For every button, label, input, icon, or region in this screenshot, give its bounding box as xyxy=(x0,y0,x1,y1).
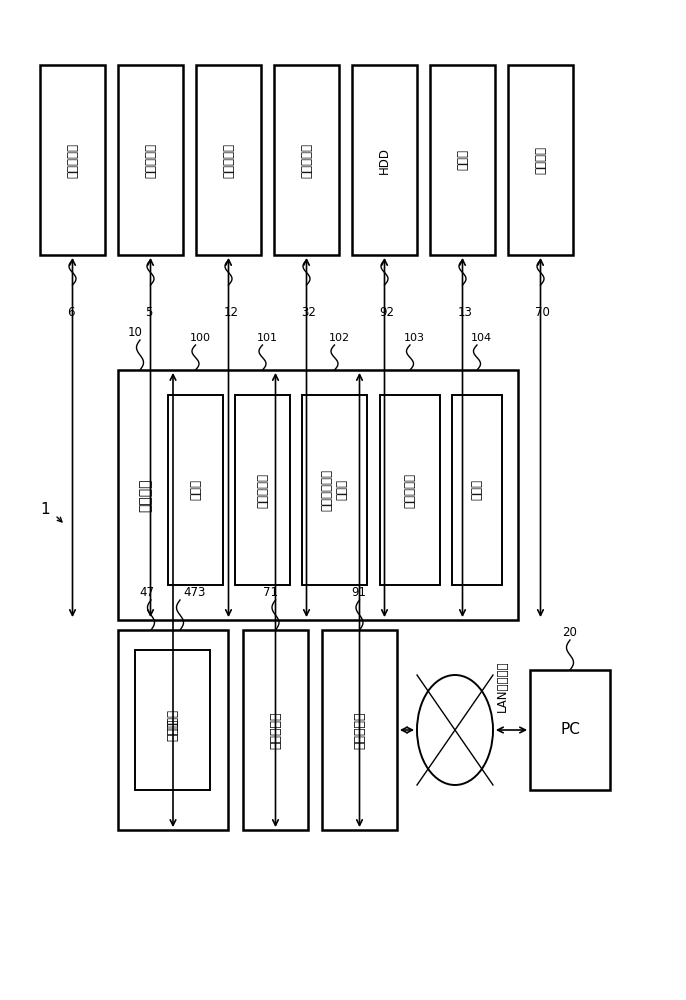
Text: 控制部: 控制部 xyxy=(189,480,202,500)
Bar xyxy=(352,65,417,255)
Text: 100: 100 xyxy=(189,333,211,343)
Text: 显示部: 显示部 xyxy=(166,710,179,730)
Text: 20: 20 xyxy=(562,626,577,639)
Bar xyxy=(135,650,210,790)
Text: 12: 12 xyxy=(224,306,239,318)
Ellipse shape xyxy=(417,675,493,785)
Text: 101: 101 xyxy=(257,333,278,343)
Bar xyxy=(168,395,223,585)
Text: 操作部: 操作部 xyxy=(167,719,180,741)
Text: HDD: HDD xyxy=(378,146,391,174)
Text: LAN或因特网: LAN或因特网 xyxy=(495,660,508,712)
Text: 定影部: 定影部 xyxy=(456,149,469,170)
Text: 原稿供应部: 原稿供应部 xyxy=(66,142,79,178)
Bar xyxy=(118,370,518,620)
Bar xyxy=(118,630,228,830)
Bar xyxy=(430,65,495,255)
Bar xyxy=(40,65,105,255)
Text: 判断部: 判断部 xyxy=(471,480,484,500)
Text: 103: 103 xyxy=(404,333,425,343)
Text: 91: 91 xyxy=(351,585,366,598)
Text: 10: 10 xyxy=(128,326,143,338)
Bar xyxy=(452,395,502,585)
Text: 传真通信部: 传真通信部 xyxy=(269,711,282,749)
Bar xyxy=(380,395,440,585)
Text: 102: 102 xyxy=(329,333,350,343)
Text: 网络接口部: 网络接口部 xyxy=(353,711,366,749)
Bar xyxy=(322,630,397,830)
Text: 70: 70 xyxy=(536,306,550,318)
Text: 驱动马达: 驱动马达 xyxy=(534,146,547,174)
Text: 原稿读取部: 原稿读取部 xyxy=(144,142,157,178)
Text: 5: 5 xyxy=(145,306,153,318)
Bar xyxy=(235,395,290,585)
Text: 71: 71 xyxy=(263,585,279,598)
Text: 控制单元: 控制单元 xyxy=(138,478,152,512)
Text: 图像储存器: 图像储存器 xyxy=(300,142,313,178)
Text: 32: 32 xyxy=(302,306,316,318)
Text: 6: 6 xyxy=(67,306,75,318)
Text: 104: 104 xyxy=(471,333,492,343)
Text: PC: PC xyxy=(560,722,580,738)
Text: 图像形成部: 图像形成部 xyxy=(222,142,235,178)
Bar xyxy=(530,670,610,790)
Text: 92: 92 xyxy=(379,306,394,318)
Bar xyxy=(274,65,339,255)
Text: 图像变换图像
存储部: 图像变换图像 存储部 xyxy=(320,469,348,511)
Text: 1: 1 xyxy=(40,502,50,518)
Text: 图像处理部: 图像处理部 xyxy=(403,473,416,508)
Text: 指示接受部: 指示接受部 xyxy=(256,473,269,508)
Bar xyxy=(302,395,367,585)
Text: 47: 47 xyxy=(139,585,154,598)
Bar xyxy=(243,630,308,830)
Text: 13: 13 xyxy=(458,306,473,318)
Bar xyxy=(508,65,573,255)
Text: 473: 473 xyxy=(183,585,205,598)
Bar xyxy=(118,65,183,255)
Bar xyxy=(196,65,261,255)
